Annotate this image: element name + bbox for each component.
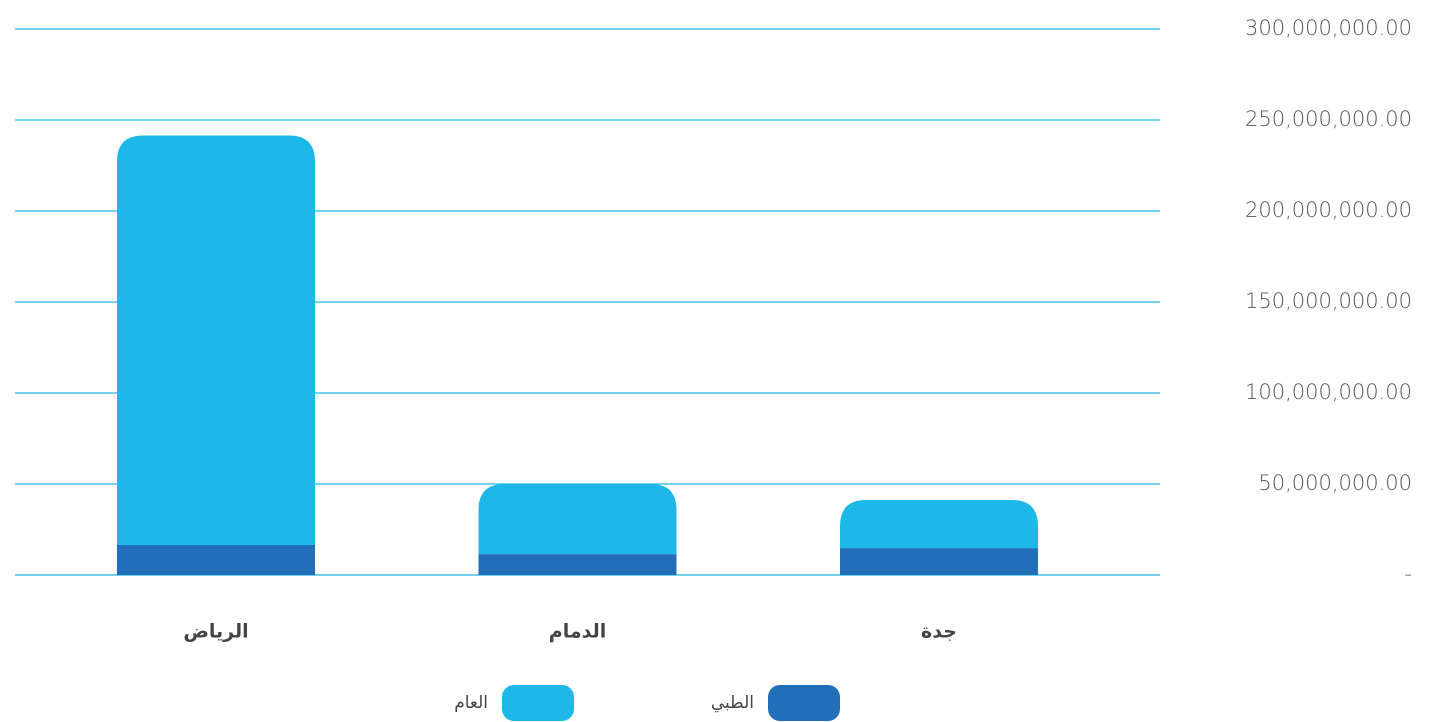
y-tick-label: 50,000,000.00 [1258,471,1412,495]
legend-label: الطبي [711,693,754,713]
y-tick-label: 200,000,000.00 [1245,198,1412,222]
bar-segment [478,554,677,575]
x-tick-label: الدمام [549,621,606,643]
bar-segment [478,484,677,555]
bar-segment [840,500,1038,549]
bar-segment [840,548,1038,575]
x-tick-label: الرياض [183,621,248,643]
legend-label: العام [454,693,488,713]
x-tick-label: جدة [921,621,957,643]
legend-swatch [502,685,574,721]
y-tick-label: 150,000,000.00 [1245,289,1412,313]
y-tick-label: - [1404,562,1412,586]
bar-segment [117,544,315,575]
y-tick-label: 100,000,000.00 [1245,380,1412,404]
bar-segment [117,135,315,545]
legend-swatch [768,685,840,721]
y-tick-label: 300,000,000.00 [1245,16,1412,40]
y-tick-label: 250,000,000.00 [1245,107,1412,131]
